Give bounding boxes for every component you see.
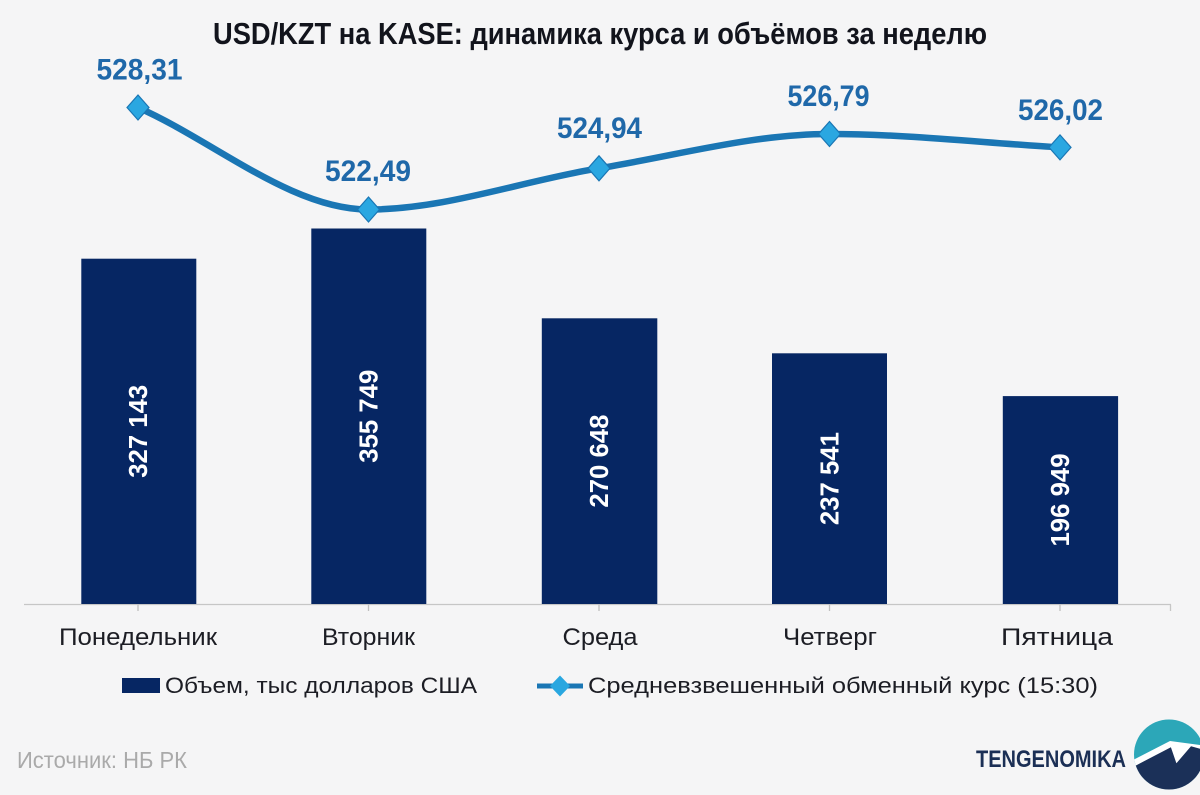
svg-text:Источник: НБ РК: Источник: НБ РК (17, 747, 188, 773)
svg-text:526,79: 526,79 (788, 80, 870, 113)
svg-text:524,94: 524,94 (557, 112, 642, 145)
svg-text:528,31: 528,31 (97, 54, 183, 87)
svg-text:196 949: 196 949 (1045, 454, 1075, 547)
svg-text:237 541: 237 541 (815, 432, 845, 525)
svg-text:Понедельник: Понедельник (59, 624, 218, 651)
svg-text:270 648: 270 648 (584, 415, 614, 508)
svg-text:522,49: 522,49 (325, 155, 411, 188)
svg-text:Среда: Среда (563, 624, 639, 651)
svg-text:526,02: 526,02 (1018, 94, 1103, 127)
svg-text:Средневзвешенный обменный курс: Средневзвешенный обменный курс (15:30) (588, 673, 1098, 698)
svg-text:Вторник: Вторник (322, 624, 416, 651)
svg-text:355 749: 355 749 (354, 370, 384, 463)
svg-text:327 143: 327 143 (123, 385, 153, 478)
svg-text:Четверг: Четверг (783, 624, 877, 651)
svg-text:USD/KZT на KASE: динамика курс: USD/KZT на KASE: динамика курса и объёмо… (213, 16, 987, 51)
svg-text:Пятница: Пятница (1001, 624, 1114, 651)
svg-text:TENGENOMIKA: TENGENOMIKA (976, 746, 1126, 773)
svg-text:Объем, тыс долларов США: Объем, тыс долларов США (165, 673, 477, 698)
